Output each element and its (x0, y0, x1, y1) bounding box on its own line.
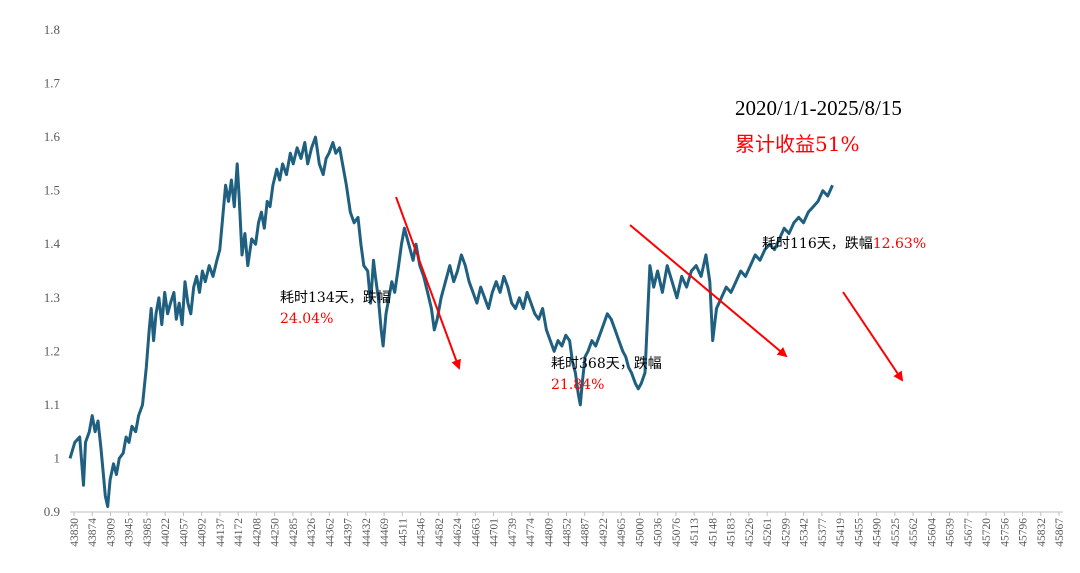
x-tick-label: 44250 (270, 518, 282, 547)
x-tick-label: 45377 (817, 518, 829, 547)
x-tick-label: 45036 (653, 518, 665, 547)
drawdown-arrow-2 (629, 224, 788, 358)
drawdown-arrow-1 (395, 196, 461, 370)
x-tick-label: 45756 (999, 518, 1011, 547)
x-tick-label: 44774 (525, 518, 537, 547)
x-tick-label: 44469 (379, 518, 391, 547)
annotation-3-value: 12.63% (872, 236, 927, 252)
y-tick-label: 0.9 (44, 504, 60, 519)
x-tick-label: 44809 (543, 518, 555, 547)
x-tick-label: 44208 (251, 518, 263, 547)
y-tick-label: 1.4 (44, 236, 61, 251)
cumulative-return: 累计收益51% (735, 132, 860, 156)
x-tick-label: 44511 (397, 518, 409, 547)
x-tick-label: 45455 (853, 518, 865, 547)
x-tick-label: 45525 (890, 518, 902, 547)
annotation-3: 耗时116天，跌幅12.63% (762, 234, 926, 255)
x-tick-label: 44701 (489, 518, 501, 547)
x-tick-label: 45720 (981, 518, 993, 547)
y-tick-label: 1.3 (44, 290, 60, 305)
x-tick-label: 45639 (945, 518, 957, 547)
x-tick-label: 44624 (452, 518, 464, 547)
x-tick-label: 45342 (799, 518, 811, 547)
chart-date-range: 2020/1/1-2025/8/15 (735, 96, 902, 120)
annotation-1: 耗时134天，跌幅 24.04% (280, 288, 391, 330)
x-tick-label: 45604 (926, 518, 938, 547)
y-tick-label: 1.1 (44, 397, 60, 412)
y-tick-label: 1.2 (44, 343, 60, 358)
x-tick-label: 45562 (908, 518, 920, 547)
drawdown-arrow-3 (842, 291, 904, 382)
drawdown-arrows (395, 196, 904, 382)
x-tick-label: 45076 (671, 518, 683, 547)
x-tick-label: 44965 (616, 518, 628, 547)
x-tick-label: 43830 (69, 518, 81, 547)
x-tick-label: 45299 (780, 518, 792, 547)
x-tick-label: 44092 (197, 518, 209, 547)
x-axis-ticks: 43830 43874 43909 43945 43985 44022 44057 44092… (69, 512, 1066, 547)
x-tick-label: 45183 (726, 518, 738, 547)
x-tick-label: 45832 (1036, 518, 1048, 547)
annotation-2-value: 21.84% (551, 377, 605, 393)
x-tick-label: 45796 (1018, 518, 1030, 547)
x-tick-label: 43874 (87, 518, 99, 547)
x-tick-label: 45113 (689, 518, 701, 547)
x-tick-label: 45677 (963, 518, 975, 547)
series-line (68, 135, 834, 509)
annotation-1-value: 24.04% (280, 311, 334, 327)
y-tick-label: 1.8 (44, 22, 60, 37)
x-tick-label: 44887 (580, 518, 592, 547)
x-tick-label: 44172 (233, 518, 245, 547)
y-tick-label: 1.7 (44, 76, 61, 91)
x-tick-label: 44057 (178, 518, 190, 547)
x-tick-label: 43985 (142, 518, 154, 547)
x-tick-label: 45419 (835, 518, 847, 547)
y-axis-ticks: 0.9 1 1.1 1.2 1.3 1.4 1.5 1.6 1.7 1.8 (44, 22, 61, 519)
x-tick-label: 44663 (470, 518, 482, 547)
annotation-2-text: 耗时368天，跌幅 (551, 356, 662, 372)
x-tick-label: 45226 (744, 518, 756, 547)
x-tick-label: 44326 (306, 518, 318, 547)
y-tick-label: 1.5 (44, 183, 60, 198)
x-tick-label: 45261 (762, 518, 774, 547)
annotation-1-text: 耗时134天，跌幅 (280, 290, 391, 306)
x-tick-label: 45000 (634, 518, 646, 547)
x-tick-label: 45490 (872, 518, 884, 547)
x-tick-label: 44022 (160, 518, 172, 547)
x-tick-label: 44546 (416, 518, 428, 547)
x-tick-label: 44922 (598, 518, 610, 547)
x-tick-label: 44137 (215, 518, 227, 547)
x-tick-label: 44852 (562, 518, 574, 547)
y-tick-label: 1 (54, 450, 61, 465)
x-tick-label: 45867 (1054, 518, 1066, 547)
annotation-2: 耗时368天，跌幅 21.84% (551, 354, 662, 396)
annotation-3-text: 耗时116天，跌幅 (762, 236, 873, 252)
x-tick-label: 44397 (343, 518, 355, 547)
x-tick-label: 44432 (361, 518, 373, 547)
x-tick-label: 44285 (288, 518, 300, 547)
x-tick-label: 45148 (707, 518, 719, 547)
x-tick-label: 43909 (105, 518, 117, 547)
x-tick-label: 44582 (434, 518, 446, 547)
x-tick-label: 43945 (124, 518, 136, 547)
x-tick-label: 44739 (507, 518, 519, 547)
y-tick-label: 1.6 (44, 129, 61, 144)
x-tick-label: 44362 (324, 518, 336, 547)
